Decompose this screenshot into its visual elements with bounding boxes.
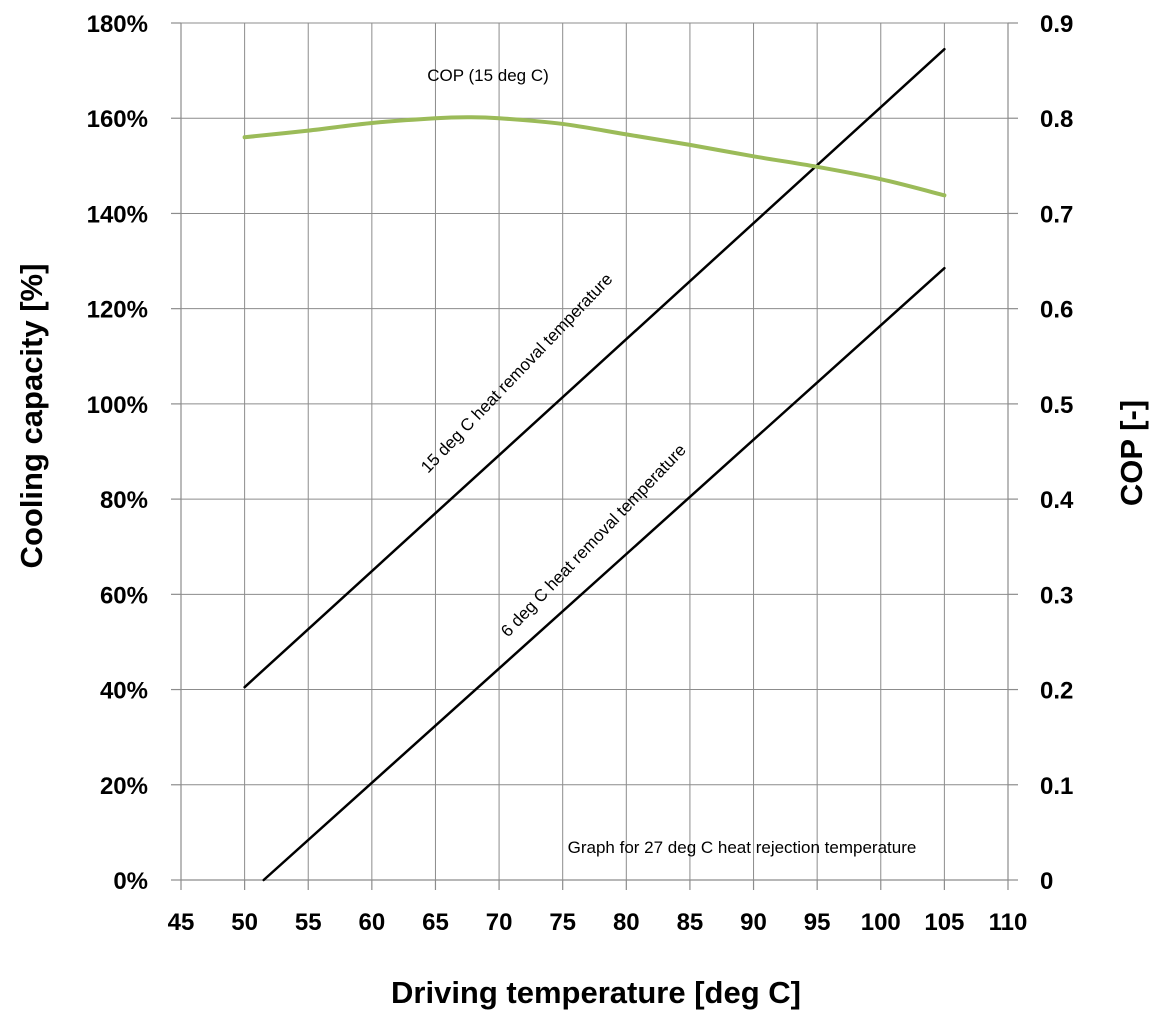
x-tick-label: 110 — [989, 909, 1028, 936]
cop-series-label: COP (15 deg C) — [427, 66, 549, 85]
x-tick-label: 55 — [295, 909, 322, 936]
x-tick-label: 80 — [613, 909, 640, 936]
x-axis-title: Driving temperature [deg C] — [391, 975, 801, 1010]
x-tick-label: 50 — [231, 909, 258, 936]
y-left-tick-label: 0% — [113, 868, 148, 895]
x-tick-label: 65 — [422, 909, 449, 936]
y-right-tick-label: 0.9 — [1040, 11, 1073, 38]
y-left-tick-label: 60% — [100, 582, 148, 609]
y-left-tick-label: 180% — [87, 11, 148, 38]
line-6deg-label: 6 deg C heat removal temperature — [497, 440, 690, 640]
y-left-tick-label: 160% — [87, 106, 148, 133]
y-right-tick-label: 0.7 — [1040, 201, 1073, 228]
series-15deg-capacity-line — [243, 47, 946, 689]
grid — [181, 22, 1009, 880]
y-right-tick-label: 0.1 — [1040, 773, 1073, 800]
tick-labels: 45 50 55 60 65 70 75 80 85 90 95 100 105 110 0% 0 20% 0.1… — [87, 11, 1074, 936]
series-layer — [242, 47, 947, 882]
y-right-tick-label: 0.6 — [1040, 297, 1073, 324]
y-left-tick-label: 120% — [87, 297, 148, 324]
y-left-tick-label: 40% — [100, 678, 148, 705]
y-axis-right-title: COP [-] — [1114, 400, 1149, 506]
x-tick-label: 95 — [804, 909, 831, 936]
x-tick-label: 75 — [549, 909, 576, 936]
series-cop-line — [242, 115, 947, 198]
line-15deg-label: 15 deg C heat removal temperature — [417, 270, 616, 477]
x-tick-label: 105 — [924, 909, 964, 936]
x-tick-label: 100 — [861, 909, 901, 936]
axes — [171, 22, 1018, 890]
x-tick-label: 85 — [677, 909, 704, 936]
y-right-tick-label: 0.4 — [1040, 487, 1074, 514]
y-right-tick-label: 0.2 — [1040, 678, 1073, 705]
graph-note: Graph for 27 deg C heat rejection temper… — [568, 838, 917, 857]
series-6deg-capacity-line — [262, 266, 946, 882]
x-tick-label: 70 — [486, 909, 513, 936]
y-left-tick-label: 20% — [100, 773, 148, 800]
y-right-tick-label: 0.3 — [1040, 582, 1073, 609]
x-tick-label: 90 — [740, 909, 767, 936]
y-axis-left-title: Cooling capacity [%] — [14, 264, 49, 569]
y-right-tick-label: 0.5 — [1040, 392, 1073, 419]
y-left-tick-label: 140% — [87, 201, 148, 228]
x-tick-label: 45 — [168, 909, 195, 936]
y-right-tick-label: 0 — [1040, 868, 1053, 895]
y-left-tick-label: 80% — [100, 487, 148, 514]
x-tick-label: 60 — [358, 909, 385, 936]
y-right-tick-label: 0.8 — [1040, 106, 1073, 133]
y-left-tick-label: 100% — [87, 392, 148, 419]
